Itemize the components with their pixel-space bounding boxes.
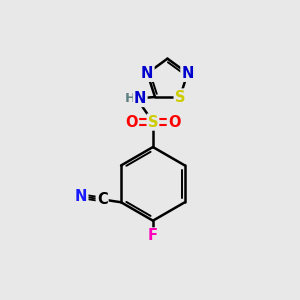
Text: C: C bbox=[97, 192, 107, 207]
Text: N: N bbox=[182, 66, 194, 81]
Text: S: S bbox=[148, 115, 158, 130]
Text: O: O bbox=[168, 115, 180, 130]
Text: S: S bbox=[175, 89, 185, 104]
Text: N: N bbox=[75, 189, 87, 204]
Text: N: N bbox=[141, 66, 154, 81]
Text: N: N bbox=[134, 91, 146, 106]
Text: O: O bbox=[125, 115, 138, 130]
Text: H: H bbox=[125, 92, 136, 105]
Text: F: F bbox=[148, 229, 158, 244]
